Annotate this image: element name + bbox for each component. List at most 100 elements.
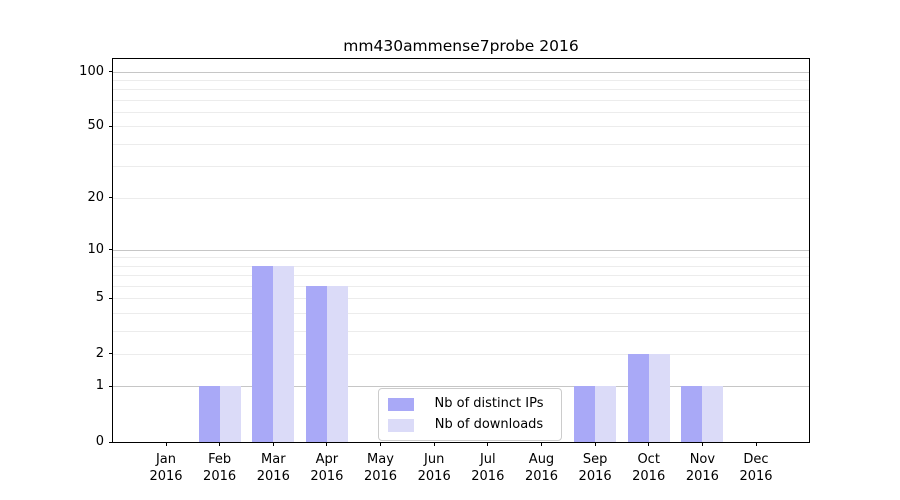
gridline-minor bbox=[113, 99, 809, 101]
gridline-minor bbox=[113, 353, 809, 355]
x-tick-label-month: Feb bbox=[208, 452, 232, 467]
legend-label-distinct-ips: Nb of distinct IPs bbox=[434, 396, 544, 411]
gridline-minor bbox=[113, 275, 809, 277]
bar-distinct-ips bbox=[574, 386, 596, 442]
x-tick-label-month: Apr bbox=[315, 452, 339, 467]
x-tick-label-month: Jul bbox=[479, 452, 496, 467]
y-tick-label: 5 bbox=[95, 290, 104, 306]
y-tick-label: 1 bbox=[95, 378, 104, 394]
gridline-minor bbox=[113, 126, 809, 128]
gridline-major bbox=[113, 71, 809, 73]
x-tick-mark bbox=[433, 442, 435, 446]
x-tick-mark bbox=[701, 442, 703, 446]
x-tick-label-year: 2016 bbox=[685, 469, 719, 484]
x-tick-label: Mar 2016 bbox=[246, 451, 300, 485]
bar-downloads bbox=[219, 386, 241, 442]
bar-distinct-ips bbox=[627, 353, 649, 442]
gridline-major bbox=[113, 249, 809, 251]
gridline-minor bbox=[113, 143, 809, 145]
y-tick-label: 2 bbox=[95, 345, 104, 361]
x-tick-label-month: Aug bbox=[528, 452, 555, 467]
gridline-minor bbox=[113, 265, 809, 267]
legend-swatch-distinct-ips bbox=[388, 397, 414, 411]
bar-distinct-ips bbox=[252, 265, 274, 442]
x-tick-label-year: 2016 bbox=[256, 469, 290, 484]
x-tick-label-year: 2016 bbox=[739, 469, 773, 484]
x-tick-mark bbox=[326, 442, 328, 446]
y-tick-mark bbox=[109, 197, 113, 199]
gridline-minor bbox=[113, 298, 809, 300]
x-tick-label-month: Jun bbox=[424, 452, 445, 467]
plot-area bbox=[113, 59, 809, 442]
legend: Nb of distinct IPs Nb of downloads bbox=[378, 388, 562, 441]
x-tick-label-year: 2016 bbox=[417, 469, 451, 484]
x-tick-label: Feb 2016 bbox=[193, 451, 247, 485]
y-tick-mark bbox=[109, 353, 113, 355]
x-tick-mark bbox=[487, 442, 489, 446]
x-tick-mark bbox=[219, 442, 221, 446]
gridline-minor bbox=[113, 197, 809, 199]
y-tick-mark bbox=[109, 385, 113, 387]
bar-distinct-ips bbox=[681, 386, 703, 442]
x-tick-label-year: 2016 bbox=[632, 469, 666, 484]
x-tick-label-month: May bbox=[367, 452, 394, 467]
chart-title: mm430ammense7probe 2016 bbox=[343, 37, 579, 55]
bar-downloads bbox=[595, 386, 617, 442]
x-tick-label: May 2016 bbox=[354, 451, 408, 485]
gridline-major bbox=[113, 386, 809, 388]
legend-swatch-downloads bbox=[388, 418, 414, 432]
x-tick-label-year: 2016 bbox=[203, 469, 237, 484]
x-tick-mark bbox=[755, 442, 757, 446]
gridline-minor bbox=[113, 312, 809, 314]
x-tick-mark bbox=[272, 442, 274, 446]
x-tick-mark bbox=[594, 442, 596, 446]
y-tick-label: 20 bbox=[87, 189, 104, 205]
x-tick-mark bbox=[380, 442, 381, 446]
x-tick-label: Oct 2016 bbox=[622, 451, 676, 485]
x-tick-label-month: Sep bbox=[582, 452, 608, 467]
bar-downloads bbox=[326, 285, 348, 442]
x-tick-label-year: 2016 bbox=[363, 469, 398, 484]
x-tick-label-month: Oct bbox=[637, 452, 660, 467]
bar-downloads bbox=[702, 386, 724, 442]
legend-entry-distinct-ips: Nb of distinct IPs bbox=[388, 396, 551, 412]
y-tick-mark bbox=[109, 125, 113, 127]
y-tick-mark bbox=[109, 297, 113, 299]
y-tick-mark bbox=[109, 71, 113, 72]
x-tick-mark bbox=[541, 442, 542, 446]
x-tick-label: Dec 2016 bbox=[729, 451, 783, 485]
gridline-minor bbox=[113, 285, 809, 287]
y-tick-mark bbox=[109, 249, 113, 250]
gridline-minor bbox=[113, 112, 809, 113]
x-tick-label-month: Jan bbox=[155, 452, 177, 467]
gridline-minor bbox=[113, 257, 809, 259]
x-tick-label: Apr 2016 bbox=[300, 451, 354, 485]
x-tick-label: Nov 2016 bbox=[675, 451, 729, 485]
y-tick-label: 50 bbox=[87, 118, 104, 134]
x-tick-mark bbox=[165, 442, 167, 446]
x-tick-label-month: Dec bbox=[743, 452, 769, 467]
x-tick-mark bbox=[648, 442, 650, 446]
bar-distinct-ips bbox=[305, 285, 327, 442]
gridline-minor bbox=[113, 166, 809, 168]
bar-downloads bbox=[273, 265, 295, 442]
x-tick-label-month: Nov bbox=[689, 452, 716, 467]
legend-label-downloads: Nb of downloads bbox=[434, 417, 544, 432]
x-tick-label: Jan 2016 bbox=[139, 451, 193, 485]
y-tick-label: 0 bbox=[95, 434, 104, 449]
x-tick-label: Jul 2016 bbox=[461, 451, 515, 485]
x-tick-label-year: 2016 bbox=[149, 469, 183, 484]
legend-entry-downloads: Nb of downloads bbox=[388, 417, 551, 433]
x-tick-label-year: 2016 bbox=[524, 469, 559, 484]
bar-distinct-ips bbox=[198, 386, 220, 442]
y-tick-label: 10 bbox=[87, 241, 104, 257]
x-tick-label-year: 2016 bbox=[471, 469, 505, 484]
gridline-minor bbox=[113, 330, 809, 332]
y-tick-label: 100 bbox=[79, 63, 104, 79]
bar-downloads bbox=[648, 353, 670, 442]
x-tick-label-month: Mar bbox=[261, 452, 286, 467]
gridline-minor bbox=[113, 79, 809, 81]
y-tick-mark bbox=[109, 441, 113, 443]
x-tick-label: Aug 2016 bbox=[515, 451, 569, 485]
